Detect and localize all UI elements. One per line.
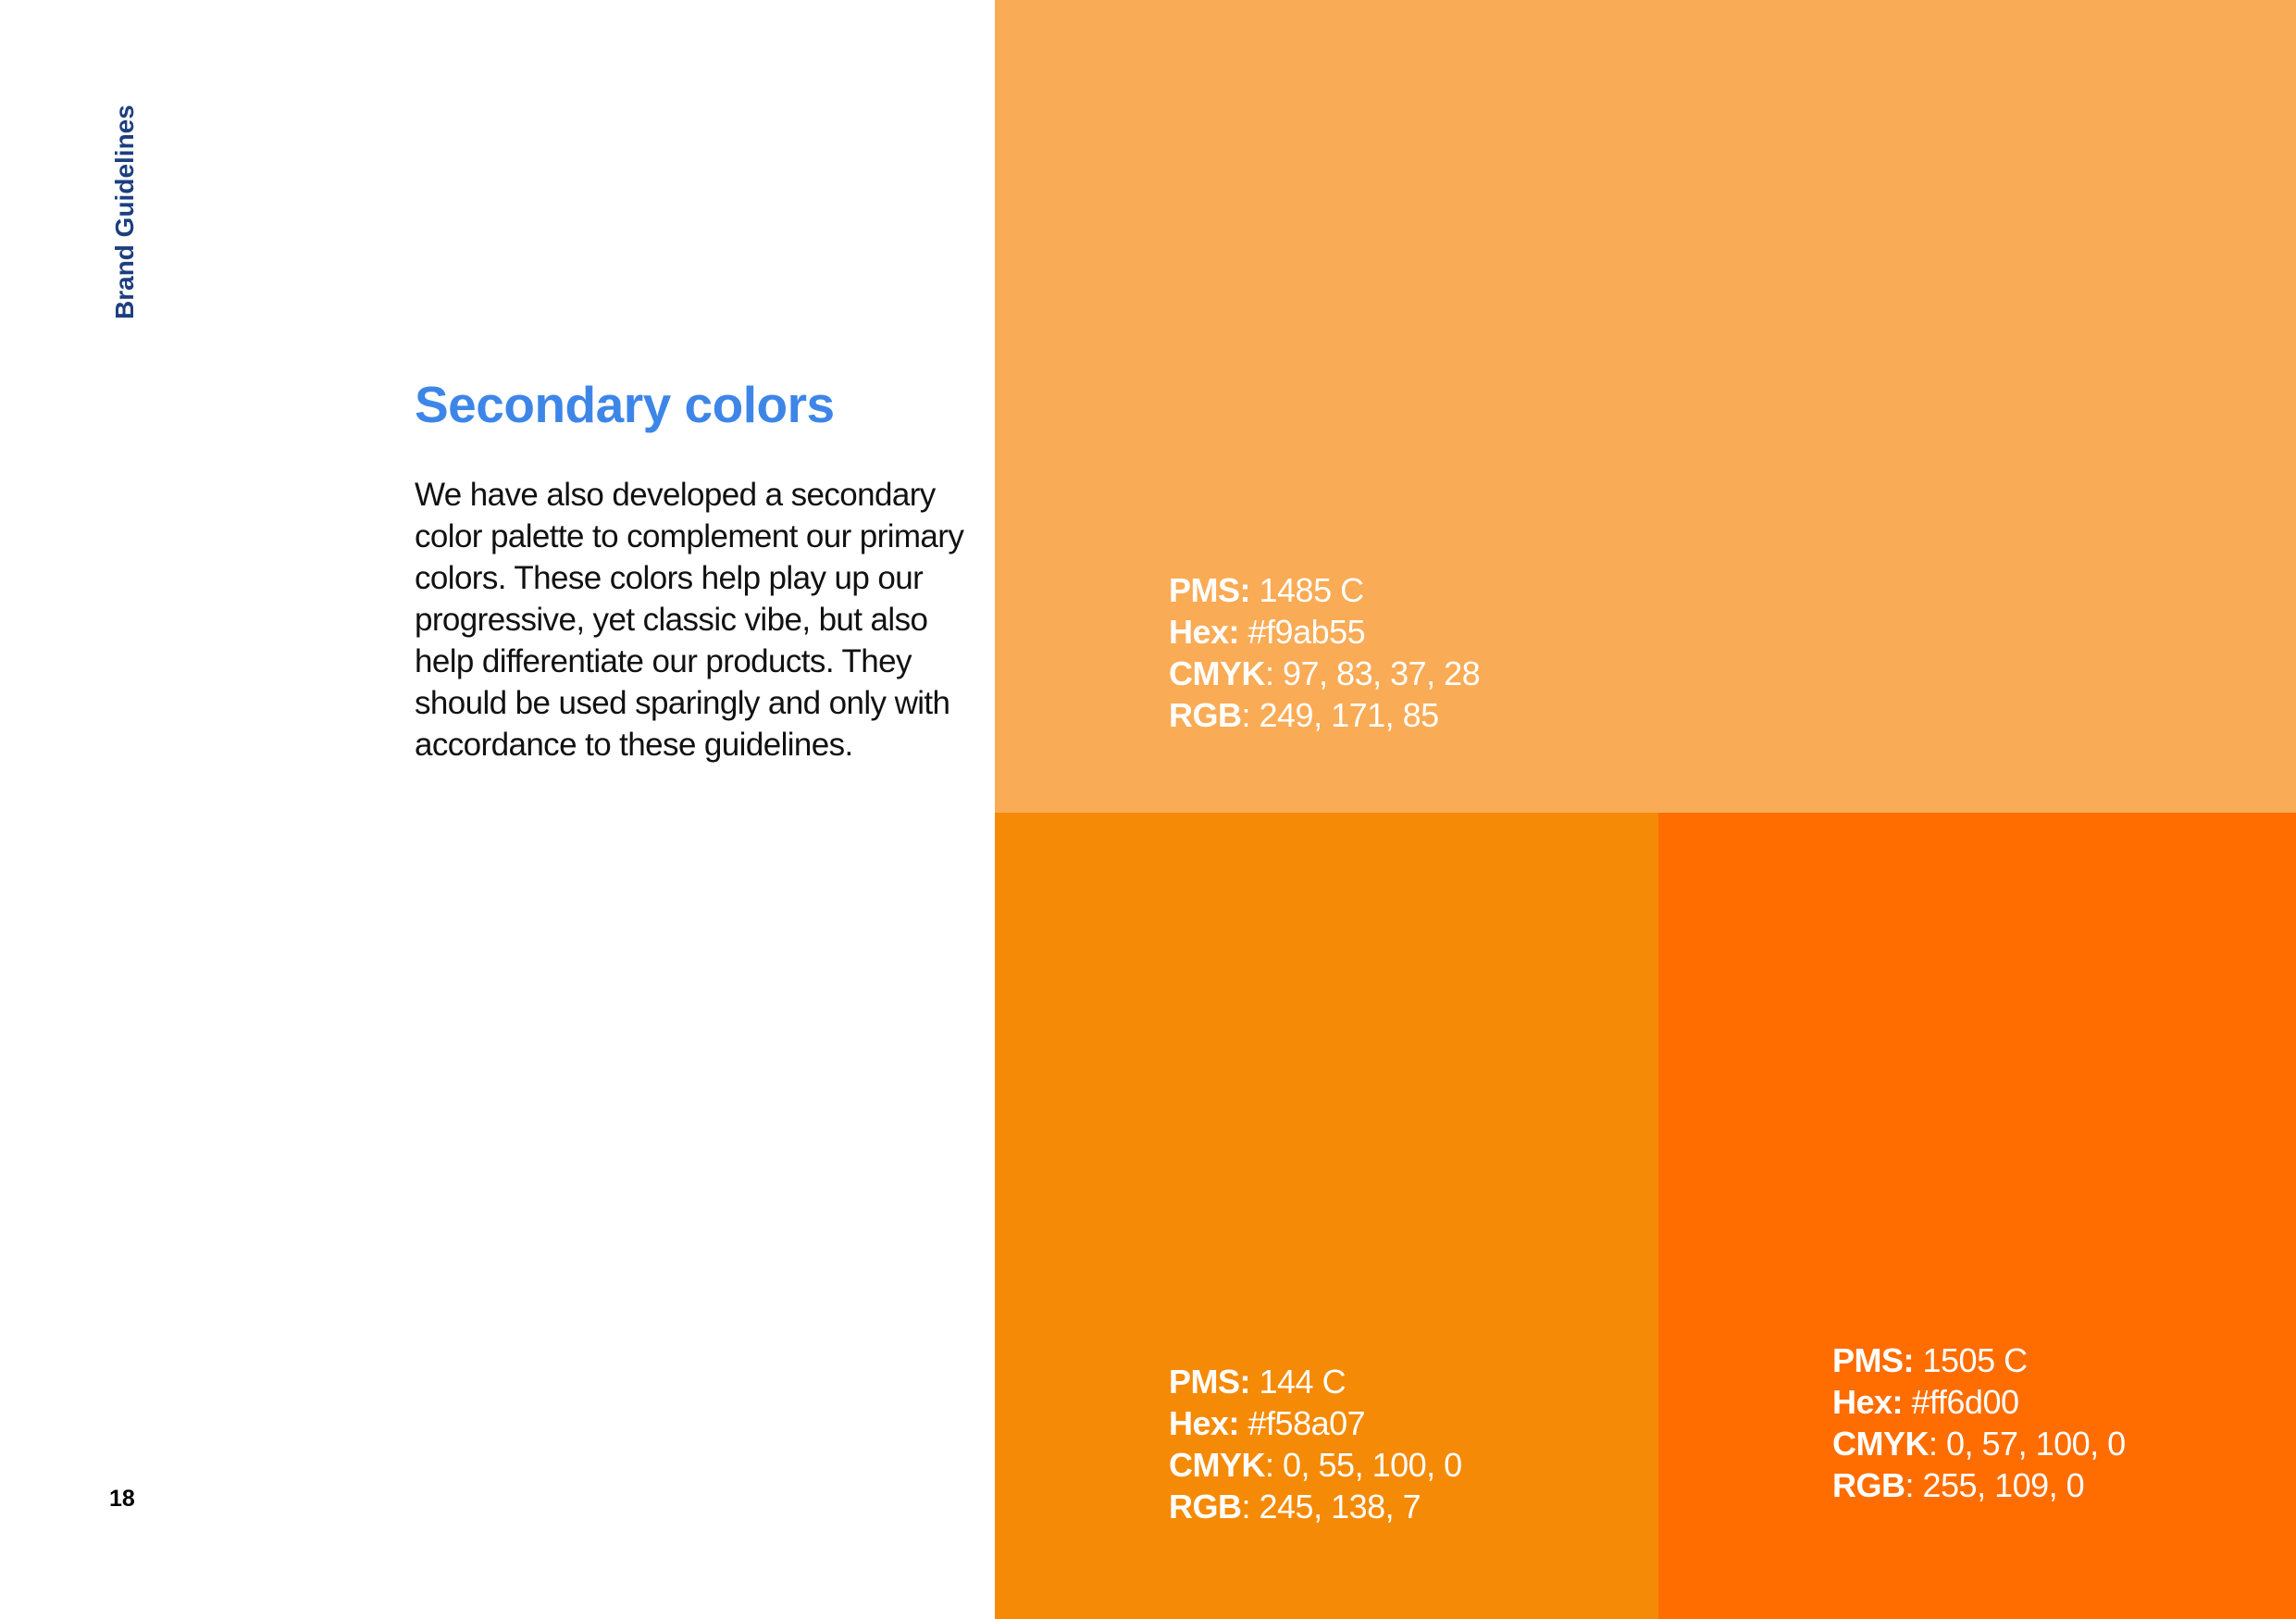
hex-value: #ff6d00 bbox=[1903, 1383, 2019, 1421]
pms-key: PMS: bbox=[1169, 571, 1251, 609]
page-title: Secondary colors bbox=[415, 376, 835, 433]
cmyk-value: : 97, 83, 37, 28 bbox=[1265, 654, 1481, 692]
hex-value: #f58a07 bbox=[1239, 1404, 1366, 1442]
cmyk-value: : 0, 55, 100, 0 bbox=[1265, 1446, 1462, 1484]
pms-key: PMS: bbox=[1832, 1341, 1915, 1379]
pms-key: PMS: bbox=[1169, 1363, 1251, 1401]
hex-key: Hex: bbox=[1832, 1383, 1904, 1421]
rgb-value: : 255, 109, 0 bbox=[1905, 1466, 2085, 1504]
cmyk-key: CMYK bbox=[1832, 1425, 1930, 1463]
pms-line: PMS: 1505 C bbox=[1832, 1339, 2295, 1381]
rgb-key: RGB bbox=[1169, 1488, 1242, 1526]
pms-line: PMS: 1485 C bbox=[1169, 569, 1632, 611]
pms-line: PMS: 144 C bbox=[1169, 1361, 1632, 1402]
hex-value: #f9ab55 bbox=[1239, 613, 1366, 651]
rgb-key: RGB bbox=[1169, 696, 1242, 734]
hex-key: Hex: bbox=[1169, 1404, 1240, 1442]
rgb-line: RGB: 255, 109, 0 bbox=[1832, 1464, 2295, 1506]
cmyk-line: CMYK: 0, 55, 100, 0 bbox=[1169, 1444, 1632, 1486]
hex-line: Hex: #ff6d00 bbox=[1832, 1381, 2295, 1423]
color-spec: PMS: 1485 C Hex: #f9ab55 CMYK: 97, 83, 3… bbox=[1169, 569, 1632, 736]
rgb-value: : 245, 138, 7 bbox=[1241, 1488, 1421, 1526]
pms-value: 1505 C bbox=[1914, 1341, 2029, 1379]
cmyk-line: CMYK: 0, 57, 100, 0 bbox=[1832, 1423, 2295, 1464]
page-number: 18 bbox=[109, 1486, 135, 1512]
pms-value: 144 C bbox=[1250, 1363, 1347, 1401]
rgb-line: RGB: 249, 171, 85 bbox=[1169, 694, 1632, 736]
swatch-1485c: PMS: 1485 C Hex: #f9ab55 CMYK: 97, 83, 3… bbox=[995, 0, 2296, 813]
cmyk-key: CMYK bbox=[1169, 654, 1266, 692]
color-spec: PMS: 1505 C Hex: #ff6d00 CMYK: 0, 57, 10… bbox=[1832, 1339, 2295, 1506]
hex-line: Hex: #f9ab55 bbox=[1169, 611, 1632, 653]
swatch-144c: PMS: 144 C Hex: #f58a07 CMYK: 0, 55, 100… bbox=[995, 813, 1658, 1619]
cmyk-line: CMYK: 97, 83, 37, 28 bbox=[1169, 653, 1632, 694]
cmyk-value: : 0, 57, 100, 0 bbox=[1929, 1425, 2126, 1463]
cmyk-key: CMYK bbox=[1169, 1446, 1266, 1484]
swatch-1505c: PMS: 1505 C Hex: #ff6d00 CMYK: 0, 57, 10… bbox=[1658, 813, 2296, 1619]
rgb-line: RGB: 245, 138, 7 bbox=[1169, 1486, 1632, 1527]
hex-line: Hex: #f58a07 bbox=[1169, 1402, 1632, 1444]
section-label: Brand Guidelines bbox=[110, 105, 139, 319]
pms-value: 1485 C bbox=[1250, 571, 1365, 609]
rgb-key: RGB bbox=[1832, 1466, 1905, 1504]
color-spec: PMS: 144 C Hex: #f58a07 CMYK: 0, 55, 100… bbox=[1169, 1361, 1632, 1527]
rgb-value: : 249, 171, 85 bbox=[1241, 696, 1440, 734]
hex-key: Hex: bbox=[1169, 613, 1240, 651]
intro-paragraph: We have also developed a secondary color… bbox=[415, 477, 964, 763]
